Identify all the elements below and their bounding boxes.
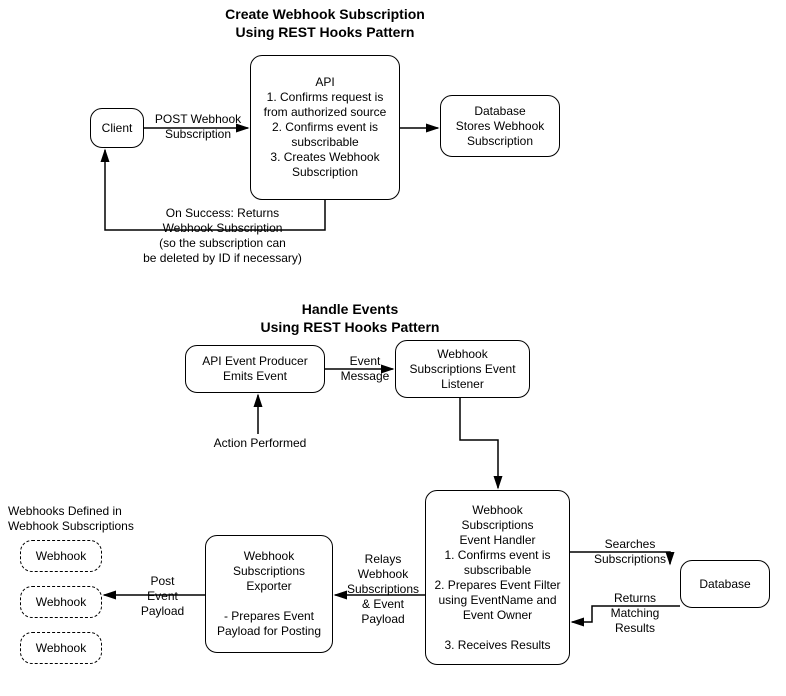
exporter-node-text: WebhookSubscriptionsExporter - Prepares … [214, 549, 324, 639]
database1-node-text: DatabaseStores Webhook Subscription [449, 104, 551, 149]
producer-node-text: API Event ProducerEmits Event [202, 354, 307, 384]
relays-label: RelaysWebhookSubscriptions& EventPayload [342, 552, 424, 627]
return-edge-label: On Success: ReturnsWebhook Subscription(… [115, 206, 330, 266]
returns-results-label: ReturnsMatchingResults [600, 591, 670, 636]
section1-title: Create Webhook SubscriptionUsing REST Ho… [200, 5, 450, 41]
webhook-node-2: Webhook [20, 586, 102, 618]
webhooks-header-label: Webhooks Defined inWebhook Subscriptions [8, 504, 153, 534]
search-subs-label: SearchesSubscriptions [585, 537, 675, 567]
client-node: Client [90, 108, 144, 148]
post-edge-label: POST WebhookSubscription [148, 112, 248, 142]
api-node: API1. Confirms request is from authorize… [250, 55, 400, 200]
database2-node-text: Database [699, 577, 750, 592]
webhook-node-3-text: Webhook [36, 641, 86, 656]
webhook-node-2-text: Webhook [36, 595, 86, 610]
producer-node: API Event ProducerEmits Event [185, 345, 325, 393]
database1-node: DatabaseStores Webhook Subscription [440, 95, 560, 157]
listener-node-text: WebhookSubscriptions EventListener [409, 347, 515, 392]
action-performed-label: Action Performed [205, 436, 315, 451]
webhook-node-1-text: Webhook [36, 549, 86, 564]
webhook-node-1: Webhook [20, 540, 102, 572]
handler-node: WebhookSubscriptionsEvent Handler1. Conf… [425, 490, 570, 665]
event-message-label: EventMessage [335, 354, 395, 384]
handler-node-text: WebhookSubscriptionsEvent Handler1. Conf… [434, 503, 561, 653]
section2-title: Handle EventsUsing REST Hooks Pattern [225, 300, 475, 336]
client-node-text: Client [102, 121, 133, 136]
listener-node: WebhookSubscriptions EventListener [395, 340, 530, 398]
exporter-node: WebhookSubscriptionsExporter - Prepares … [205, 535, 333, 653]
database2-node: Database [680, 560, 770, 608]
post-payload-label: PostEventPayload [135, 574, 190, 619]
webhook-node-3: Webhook [20, 632, 102, 664]
api-node-text: API1. Confirms request is from authorize… [259, 75, 391, 180]
